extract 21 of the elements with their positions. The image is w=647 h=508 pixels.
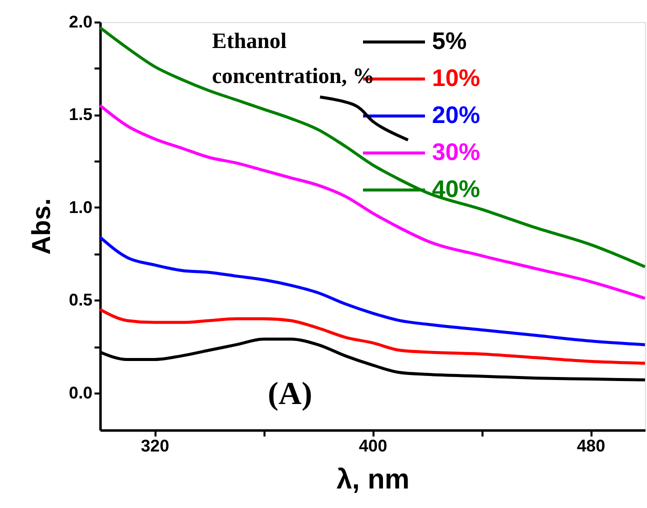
x-tick-label: 400 [358, 436, 388, 456]
x-tick-label: 320 [140, 436, 170, 456]
y-tick-label: 0.5 [68, 290, 92, 310]
line-series [98, 26, 646, 268]
line-series [98, 104, 646, 300]
legend-label: 30% [432, 139, 480, 166]
legend-label: 10% [432, 65, 480, 92]
annotation: (A) [268, 375, 312, 411]
line-series [98, 308, 646, 365]
annotation: Ethanol concentration, % [212, 28, 375, 88]
x-axis-title: λ, nm [336, 464, 410, 494]
y-tick-label: 2.0 [68, 12, 92, 32]
x-tick-label: 480 [576, 436, 606, 456]
y-axis-title: Abs. [26, 198, 56, 255]
legend-label: 40% [432, 176, 480, 203]
legend-label: 20% [432, 102, 480, 129]
y-tick-label: 0.0 [68, 383, 92, 402]
y-tick-label: 1.0 [68, 198, 92, 217]
line-series [98, 236, 646, 346]
y-tick-label: 1.5 [68, 105, 92, 124]
legend-label: 5% [432, 28, 467, 55]
